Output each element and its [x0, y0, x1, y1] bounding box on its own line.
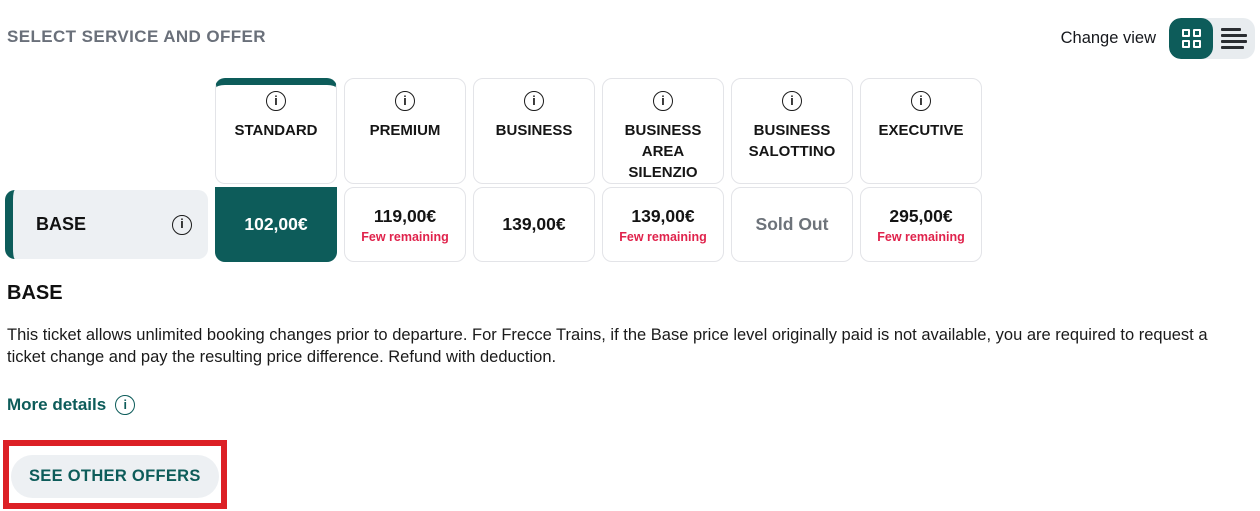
service-name: BUSINESS AREA SILENZIO	[624, 122, 702, 181]
price-value: 295,00€	[889, 205, 953, 226]
service-name: BUSINESS SALOTTINO	[748, 122, 836, 160]
see-other-offers-button[interactable]: SEE OTHER OFFERS	[11, 455, 219, 498]
availability-note: Few remaining	[361, 229, 449, 244]
price-value: 139,00€	[631, 205, 695, 226]
info-icon[interactable]: i	[911, 91, 931, 111]
price-cell-standard[interactable]: 102,00€	[215, 187, 337, 262]
service-name: STANDARD	[234, 122, 318, 139]
price-cell-business-area-silenzio[interactable]: 139,00€ Few remaining	[602, 187, 724, 262]
top-bar: SELECT SERVICE AND OFFER Change view	[0, 0, 1260, 78]
service-column-business[interactable]: i BUSINESS	[473, 78, 595, 184]
annotation-highlight-box: SEE OTHER OFFERS	[3, 440, 227, 509]
service-column-premium[interactable]: i PREMIUM	[344, 78, 466, 184]
price-cell-premium[interactable]: 119,00€ Few remaining	[344, 187, 466, 262]
price-cell-executive[interactable]: 295,00€ Few remaining	[860, 187, 982, 262]
availability-note: Few remaining	[619, 229, 707, 244]
info-icon[interactable]: i	[782, 91, 802, 111]
change-view-label: Change view	[1060, 29, 1156, 47]
service-name: BUSINESS	[495, 122, 573, 139]
offer-description: This ticket allows unlimited booking cha…	[7, 326, 1208, 366]
fare-table: i STANDARD i PREMIUM i BUSINESS i BUSINE…	[5, 78, 1260, 262]
grid-view-icon	[1181, 29, 1201, 48]
info-icon[interactable]: i	[524, 91, 544, 111]
service-column-business-area-silenzio[interactable]: i BUSINESS AREA SILENZIO	[602, 78, 724, 184]
grid-view-button[interactable]	[1169, 18, 1213, 59]
service-column-executive[interactable]: i EXECUTIVE	[860, 78, 982, 184]
sold-out-label: Sold Out	[755, 214, 829, 234]
price-value: 102,00€	[244, 214, 308, 234]
header-spacer	[5, 78, 208, 184]
service-column-business-salottino[interactable]: i BUSINESS SALOTTINO	[731, 78, 853, 184]
service-name: EXECUTIVE	[878, 122, 964, 139]
list-view-icon	[1221, 28, 1247, 49]
list-view-button[interactable]	[1213, 18, 1255, 59]
info-icon[interactable]: i	[115, 395, 136, 415]
info-icon[interactable]: i	[172, 214, 192, 235]
offer-row-base: BASE i	[5, 190, 208, 259]
offer-label: BASE	[36, 214, 87, 234]
offer-price-row: BASE i 102,00€ 119,00€ Few remaining 139…	[5, 187, 1260, 262]
service-name: PREMIUM	[369, 122, 441, 139]
view-toggle-group	[1169, 18, 1255, 59]
service-header-row: i STANDARD i PREMIUM i BUSINESS i BUSINE…	[5, 78, 1260, 184]
page-title: SELECT SERVICE AND OFFER	[7, 27, 266, 46]
price-cell-business-salottino: Sold Out	[731, 187, 853, 262]
view-controls: Change view	[1061, 18, 1255, 59]
more-details-link[interactable]: More details i	[7, 395, 136, 415]
info-icon[interactable]: i	[266, 91, 286, 111]
info-icon[interactable]: i	[653, 91, 673, 111]
price-value: 119,00€	[373, 205, 437, 226]
availability-note: Few remaining	[877, 229, 965, 244]
more-details-label: More details	[7, 395, 107, 414]
info-icon[interactable]: i	[395, 91, 415, 111]
price-value: 139,00€	[502, 214, 566, 234]
price-cell-business[interactable]: 139,00€	[473, 187, 595, 262]
service-column-standard[interactable]: i STANDARD	[215, 78, 337, 184]
offer-heading: BASE	[7, 282, 63, 304]
